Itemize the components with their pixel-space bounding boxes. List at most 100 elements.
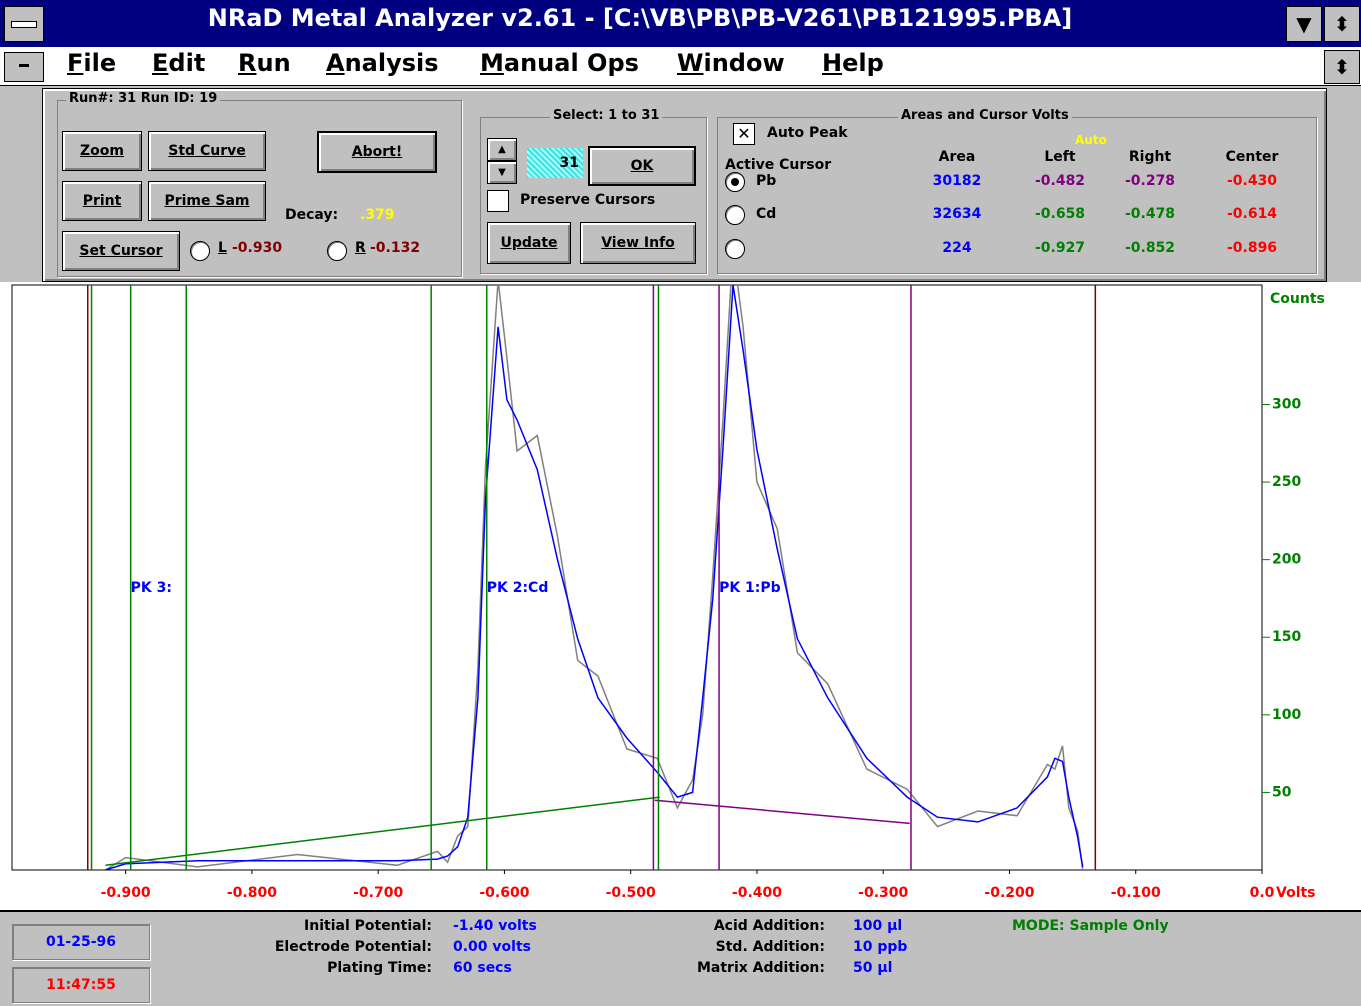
cursor-radio[interactable] <box>725 205 745 225</box>
y-tick-label: 100 <box>1272 707 1301 723</box>
prime-sam-button[interactable]: Prime Sam <box>148 181 266 221</box>
signal-line <box>105 285 1084 870</box>
preserve-checkbox[interactable] <box>487 190 509 212</box>
cell: -0.658 <box>1034 206 1086 222</box>
param-label: Plating Time: <box>327 960 432 976</box>
param-value: 0.00 volts <box>453 939 531 955</box>
label: Abort! <box>351 144 403 160</box>
menu-item[interactable]: Analysis <box>326 49 439 77</box>
label: Std Curve <box>168 143 246 159</box>
title-bar <box>0 0 1361 47</box>
auto-label: Auto <box>1075 133 1107 147</box>
signal-line <box>105 285 1084 870</box>
restore-button[interactable]: ⬍ <box>1324 6 1360 42</box>
menu-item[interactable]: Window <box>677 49 785 77</box>
param-label: Std. Addition: <box>715 939 825 955</box>
plot-frame <box>11 284 1263 871</box>
peak-label: PK 3: <box>131 580 172 596</box>
y-tick-label: 300 <box>1272 396 1301 412</box>
y-axis-label: Counts <box>1270 291 1325 307</box>
column-header: Left <box>1044 149 1076 165</box>
param-value: 100 µl <box>853 918 903 934</box>
label: Update <box>500 235 558 251</box>
peak-label: PK 1:Pb <box>719 580 781 596</box>
run-group-label: Run#: 31 Run ID: 19 <box>66 91 221 106</box>
std-curve-button[interactable]: Std Curve <box>148 131 266 171</box>
menu-item[interactable]: File <box>67 49 117 77</box>
spin-down[interactable]: ▼ <box>487 161 517 184</box>
set-cursor-button[interactable]: Set Cursor <box>62 231 180 271</box>
run-group <box>57 100 462 277</box>
label: Set Cursor <box>79 243 163 259</box>
peak-label: PK 2:Cd <box>487 580 549 596</box>
menu-item[interactable]: Edit <box>152 49 206 77</box>
doc-restore[interactable]: ⬍ <box>1324 50 1360 84</box>
cursor-r-value: -0.132 <box>370 240 421 256</box>
param-label: Matrix Addition: <box>696 960 825 976</box>
column-header: Right <box>1128 149 1172 165</box>
auto-peak-checkbox[interactable]: ✕ <box>733 123 755 145</box>
update-button[interactable]: Update <box>487 222 571 264</box>
x-tick-label: 0.0 <box>1250 885 1275 901</box>
cursor-l-label: L <box>218 240 227 256</box>
menu-item[interactable]: Run <box>238 49 291 77</box>
areas-group-label: Areas and Cursor Volts <box>898 108 1072 123</box>
cell: -0.478 <box>1124 206 1176 222</box>
date: 01-25-96 <box>12 924 150 960</box>
x-tick-label: -0.600 <box>479 885 529 901</box>
cursor-l-radio[interactable] <box>190 241 210 261</box>
mode: MODE: Sample Only <box>1012 918 1169 934</box>
cell: 32634 <box>932 206 982 222</box>
minimize-button[interactable]: ▼ <box>1286 6 1322 42</box>
spin-up[interactable]: ▲ <box>487 138 517 161</box>
chart: Counts Volts -0.900 -0.800 -0.700 -0.600 -0.… <box>0 282 1361 910</box>
peak-name: Cd <box>756 206 777 222</box>
x-tick-label: -0.400 <box>732 885 782 901</box>
select-group-label: Select: 1 to 31 <box>550 108 663 123</box>
time: 11:47:55 <box>12 967 150 1003</box>
x-tick-label: -0.500 <box>606 885 656 901</box>
param-value: -1.40 volts <box>453 918 537 934</box>
y-tick-label: 50 <box>1272 784 1292 800</box>
system-menu[interactable] <box>4 6 44 42</box>
abort-button[interactable]: Abort! <box>317 131 437 173</box>
y-tick-label: 150 <box>1272 629 1301 645</box>
x-tick-label: -0.100 <box>1111 885 1161 901</box>
auto-peak-label: Auto Peak <box>767 125 848 141</box>
cursor-radio[interactable] <box>725 239 745 259</box>
peak-name: Pb <box>756 173 777 189</box>
cursor-r-label: R <box>355 240 366 256</box>
x-tick-label: -0.300 <box>858 885 908 901</box>
decay-value: .379 <box>360 207 395 223</box>
x-tick-label: -0.200 <box>984 885 1034 901</box>
column-header: Center <box>1225 149 1279 165</box>
cell: -0.614 <box>1226 206 1278 222</box>
active-cursor-label: Active Cursor <box>725 157 832 173</box>
baseline <box>105 796 660 867</box>
cursor-radio[interactable] <box>725 172 745 192</box>
doc-menu[interactable] <box>4 52 44 82</box>
cell: -0.927 <box>1034 240 1086 256</box>
zoom-button[interactable]: Zoom <box>62 131 142 171</box>
cell: -0.430 <box>1226 173 1278 189</box>
y-tick-label: 250 <box>1272 474 1301 490</box>
baseline <box>654 799 910 825</box>
param-label: Initial Potential: <box>304 918 432 934</box>
label: Prime Sam <box>164 193 250 209</box>
cell: -0.482 <box>1034 173 1086 189</box>
menu-bar <box>0 47 1361 86</box>
print-button[interactable]: Print <box>62 181 142 221</box>
label: Print <box>82 193 122 209</box>
column-header: Area <box>938 149 976 165</box>
menu-item[interactable]: Help <box>822 49 884 77</box>
ok-button[interactable]: OK <box>588 146 696 186</box>
label: View Info <box>601 235 675 251</box>
y-tick-label: 200 <box>1272 552 1301 568</box>
view-info-button[interactable]: View Info <box>580 222 696 264</box>
cursor-r-radio[interactable] <box>327 241 347 261</box>
param-value: 60 secs <box>453 960 512 976</box>
x-tick-label: -0.700 <box>353 885 403 901</box>
select-input[interactable]: 31 <box>527 148 583 178</box>
menu-item[interactable]: Manual Ops <box>480 49 639 77</box>
